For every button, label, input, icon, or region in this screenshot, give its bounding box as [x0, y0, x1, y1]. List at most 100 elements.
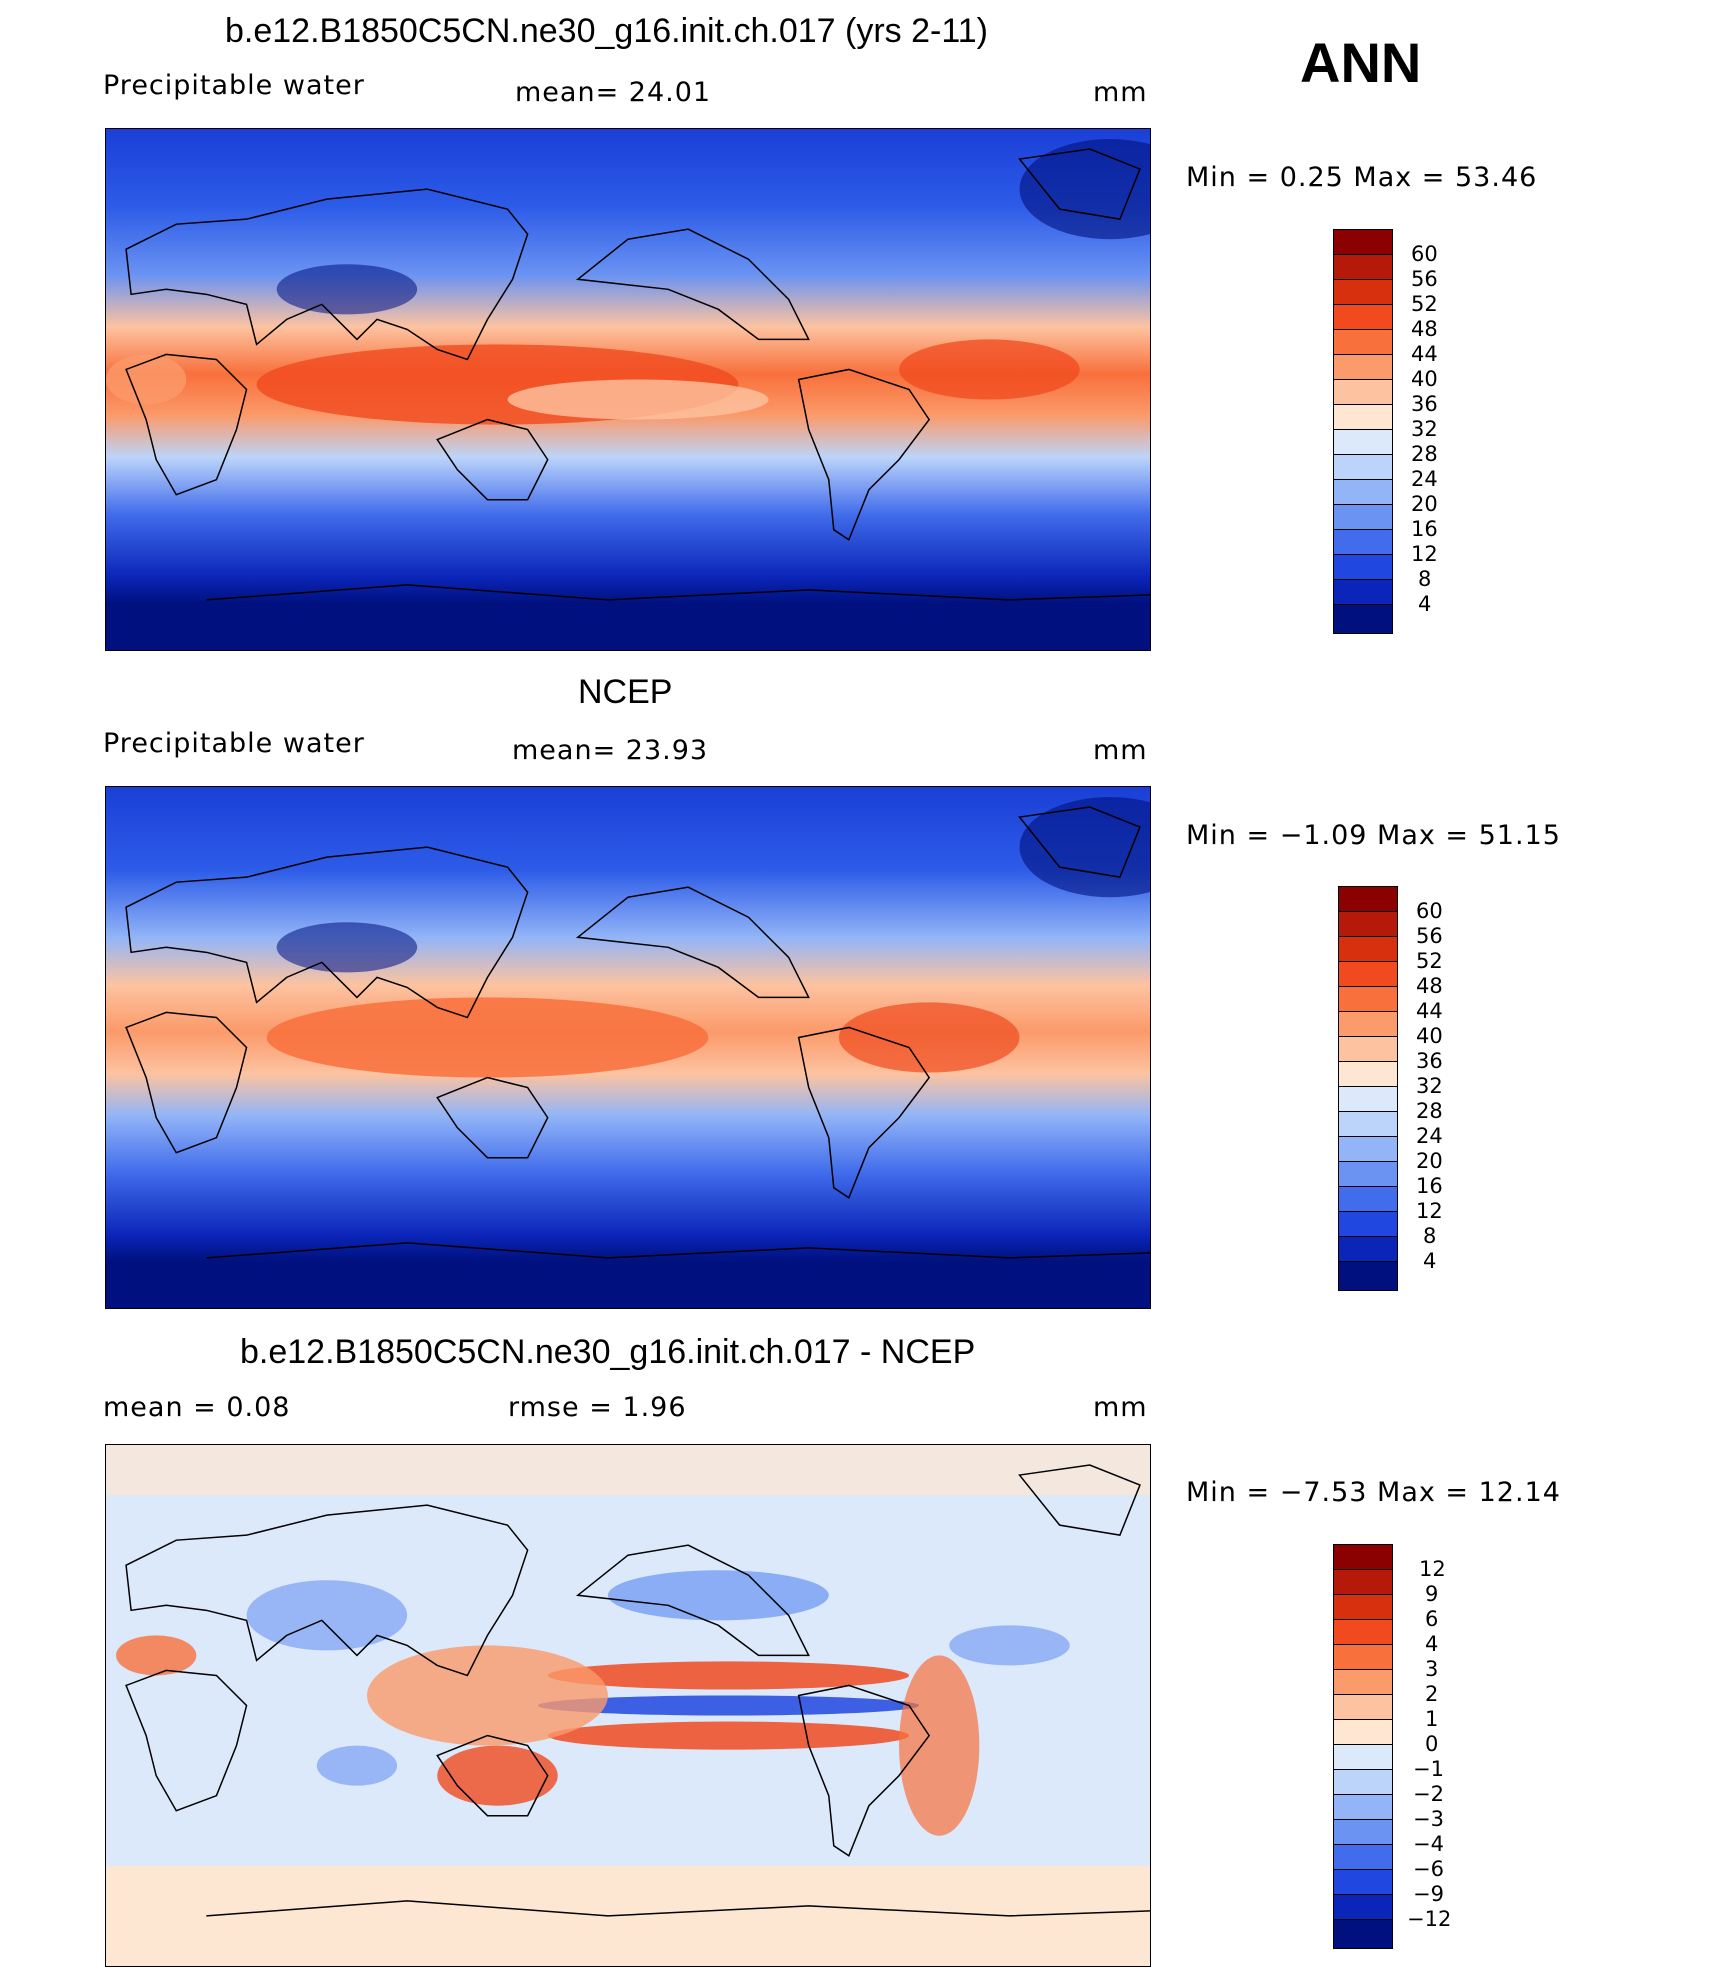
season-label: ANN [1300, 31, 1422, 94]
colorbar-tick: 52 [1416, 949, 1443, 973]
variable-label: Precipitable water [103, 70, 365, 101]
colorbar-swatch [1333, 1819, 1393, 1845]
colorbar-tick: −12 [1407, 1907, 1452, 1931]
colorbar-tick: 36 [1416, 1049, 1443, 1073]
colorbar-swatch [1333, 329, 1393, 355]
colorbar-tick: −2 [1413, 1782, 1444, 1806]
colorbar-tick: 20 [1416, 1149, 1443, 1173]
colorbar-tick: 44 [1416, 999, 1443, 1023]
colorbar-swatch [1333, 229, 1393, 255]
colorbar-tick: 36 [1411, 392, 1438, 416]
colorbar-tick: 28 [1411, 442, 1438, 466]
colorbar-swatch [1333, 1569, 1393, 1595]
colorbar-swatch [1333, 604, 1393, 634]
colorbar-swatch [1338, 1186, 1398, 1212]
colorbar-tick: 48 [1416, 974, 1443, 998]
colorbar-tick: 4 [1423, 1249, 1437, 1273]
units-label: mm [1093, 1392, 1148, 1423]
colorbar-tick: 32 [1416, 1074, 1443, 1098]
colorbar-tick: −9 [1413, 1882, 1444, 1906]
colorbar-swatch [1338, 1261, 1398, 1291]
colorbar-swatch [1333, 404, 1393, 430]
colorbar-swatch [1333, 1844, 1393, 1870]
colorbar-swatch [1333, 1644, 1393, 1670]
colorbar-swatch [1333, 1544, 1393, 1570]
colorbar-swatch [1338, 1061, 1398, 1087]
colorbar-swatch [1333, 379, 1393, 405]
colorbar-tick: 44 [1411, 342, 1438, 366]
panel-title: NCEP [578, 673, 673, 711]
colorbar-swatch [1338, 1136, 1398, 1162]
colorbar-tick: −3 [1413, 1807, 1444, 1831]
colorbar-swatch [1338, 961, 1398, 987]
colorbar-tick: 8 [1423, 1224, 1437, 1248]
colorbar-swatch [1338, 1111, 1398, 1137]
colorbar-tick: 8 [1418, 567, 1432, 591]
colorbar-swatch [1333, 1694, 1393, 1720]
colorbar-tick: 9 [1425, 1582, 1439, 1606]
units-label: mm [1093, 735, 1148, 766]
units-label: mm [1093, 77, 1148, 108]
colorbar-swatch [1333, 1744, 1393, 1770]
colorbar-tick: 12 [1411, 542, 1438, 566]
colorbar-swatch [1338, 1036, 1398, 1062]
colorbar-swatch [1333, 1619, 1393, 1645]
colorbar-swatch [1333, 354, 1393, 380]
colorbar-swatch [1333, 1919, 1393, 1949]
colorbar-swatch [1333, 1769, 1393, 1795]
colorbar-swatch [1333, 504, 1393, 530]
colorbar-swatch [1338, 1011, 1398, 1037]
colorbar-tick: 12 [1419, 1557, 1446, 1581]
colorbar-swatch [1333, 1669, 1393, 1695]
colorbar-tick: 24 [1411, 467, 1438, 491]
colorbar-swatch [1338, 1086, 1398, 1112]
colorbar-swatch [1333, 1894, 1393, 1920]
colorbar-swatch [1333, 279, 1393, 305]
colorbar-swatch [1333, 1794, 1393, 1820]
colorbar-tick: 56 [1416, 924, 1443, 948]
colorbar-swatch [1338, 1236, 1398, 1262]
colorbar-tick: −4 [1413, 1832, 1444, 1856]
colorbar-tick: 4 [1425, 1632, 1439, 1656]
mean-label: mean = 0.08 [103, 1392, 291, 1423]
colorbar-swatch [1333, 304, 1393, 330]
colorbar-tick: 0 [1425, 1732, 1439, 1756]
colorbar-swatch [1338, 1211, 1398, 1237]
colorbar-tick: 40 [1416, 1024, 1443, 1048]
colorbar-swatch [1333, 529, 1393, 555]
minmax-label: Min = −7.53 Max = 12.14 [1186, 1477, 1561, 1508]
colorbar-tick: 12 [1416, 1199, 1443, 1223]
colorbar-swatch [1333, 554, 1393, 580]
colorbar-tick: 60 [1411, 242, 1438, 266]
colorbar-swatch [1333, 579, 1393, 605]
colorbar-tick: 24 [1416, 1124, 1443, 1148]
colorbar-tick: −6 [1413, 1857, 1444, 1881]
colorbar-tick: 28 [1416, 1099, 1443, 1123]
colorbar-tick: 20 [1411, 492, 1438, 516]
colorbar-swatch [1333, 1594, 1393, 1620]
map-ncep [105, 786, 1151, 1309]
colorbar-tick: 16 [1411, 517, 1438, 541]
colorbar-swatch [1333, 429, 1393, 455]
colorbar-swatch [1338, 886, 1398, 912]
colorbar-tick: 1 [1425, 1707, 1439, 1731]
colorbar-tick: 48 [1411, 317, 1438, 341]
panel-title: b.e12.B1850C5CN.ne30_g16.init.ch.017 (yr… [225, 12, 988, 50]
colorbar-tick: 56 [1411, 267, 1438, 291]
colorbar-tick: −1 [1413, 1757, 1444, 1781]
colorbar-tick: 40 [1411, 367, 1438, 391]
colorbar-tick: 60 [1416, 899, 1443, 923]
colorbar-tick: 16 [1416, 1174, 1443, 1198]
colorbar-tick: 2 [1425, 1682, 1439, 1706]
map-difference [105, 1444, 1151, 1967]
colorbar-tick: 4 [1418, 592, 1432, 616]
panel-title: b.e12.B1850C5CN.ne30_g16.init.ch.017 - N… [240, 1333, 976, 1371]
minmax-label: Min = 0.25 Max = 53.46 [1186, 162, 1538, 193]
variable-label: Precipitable water [103, 728, 365, 759]
colorbar-swatch [1333, 1869, 1393, 1895]
mean-label: mean= 23.93 [512, 735, 709, 766]
colorbar-tick: 6 [1425, 1607, 1439, 1631]
colorbar-swatch [1333, 254, 1393, 280]
mean-label: mean= 24.01 [515, 77, 712, 108]
map-model [105, 128, 1151, 651]
